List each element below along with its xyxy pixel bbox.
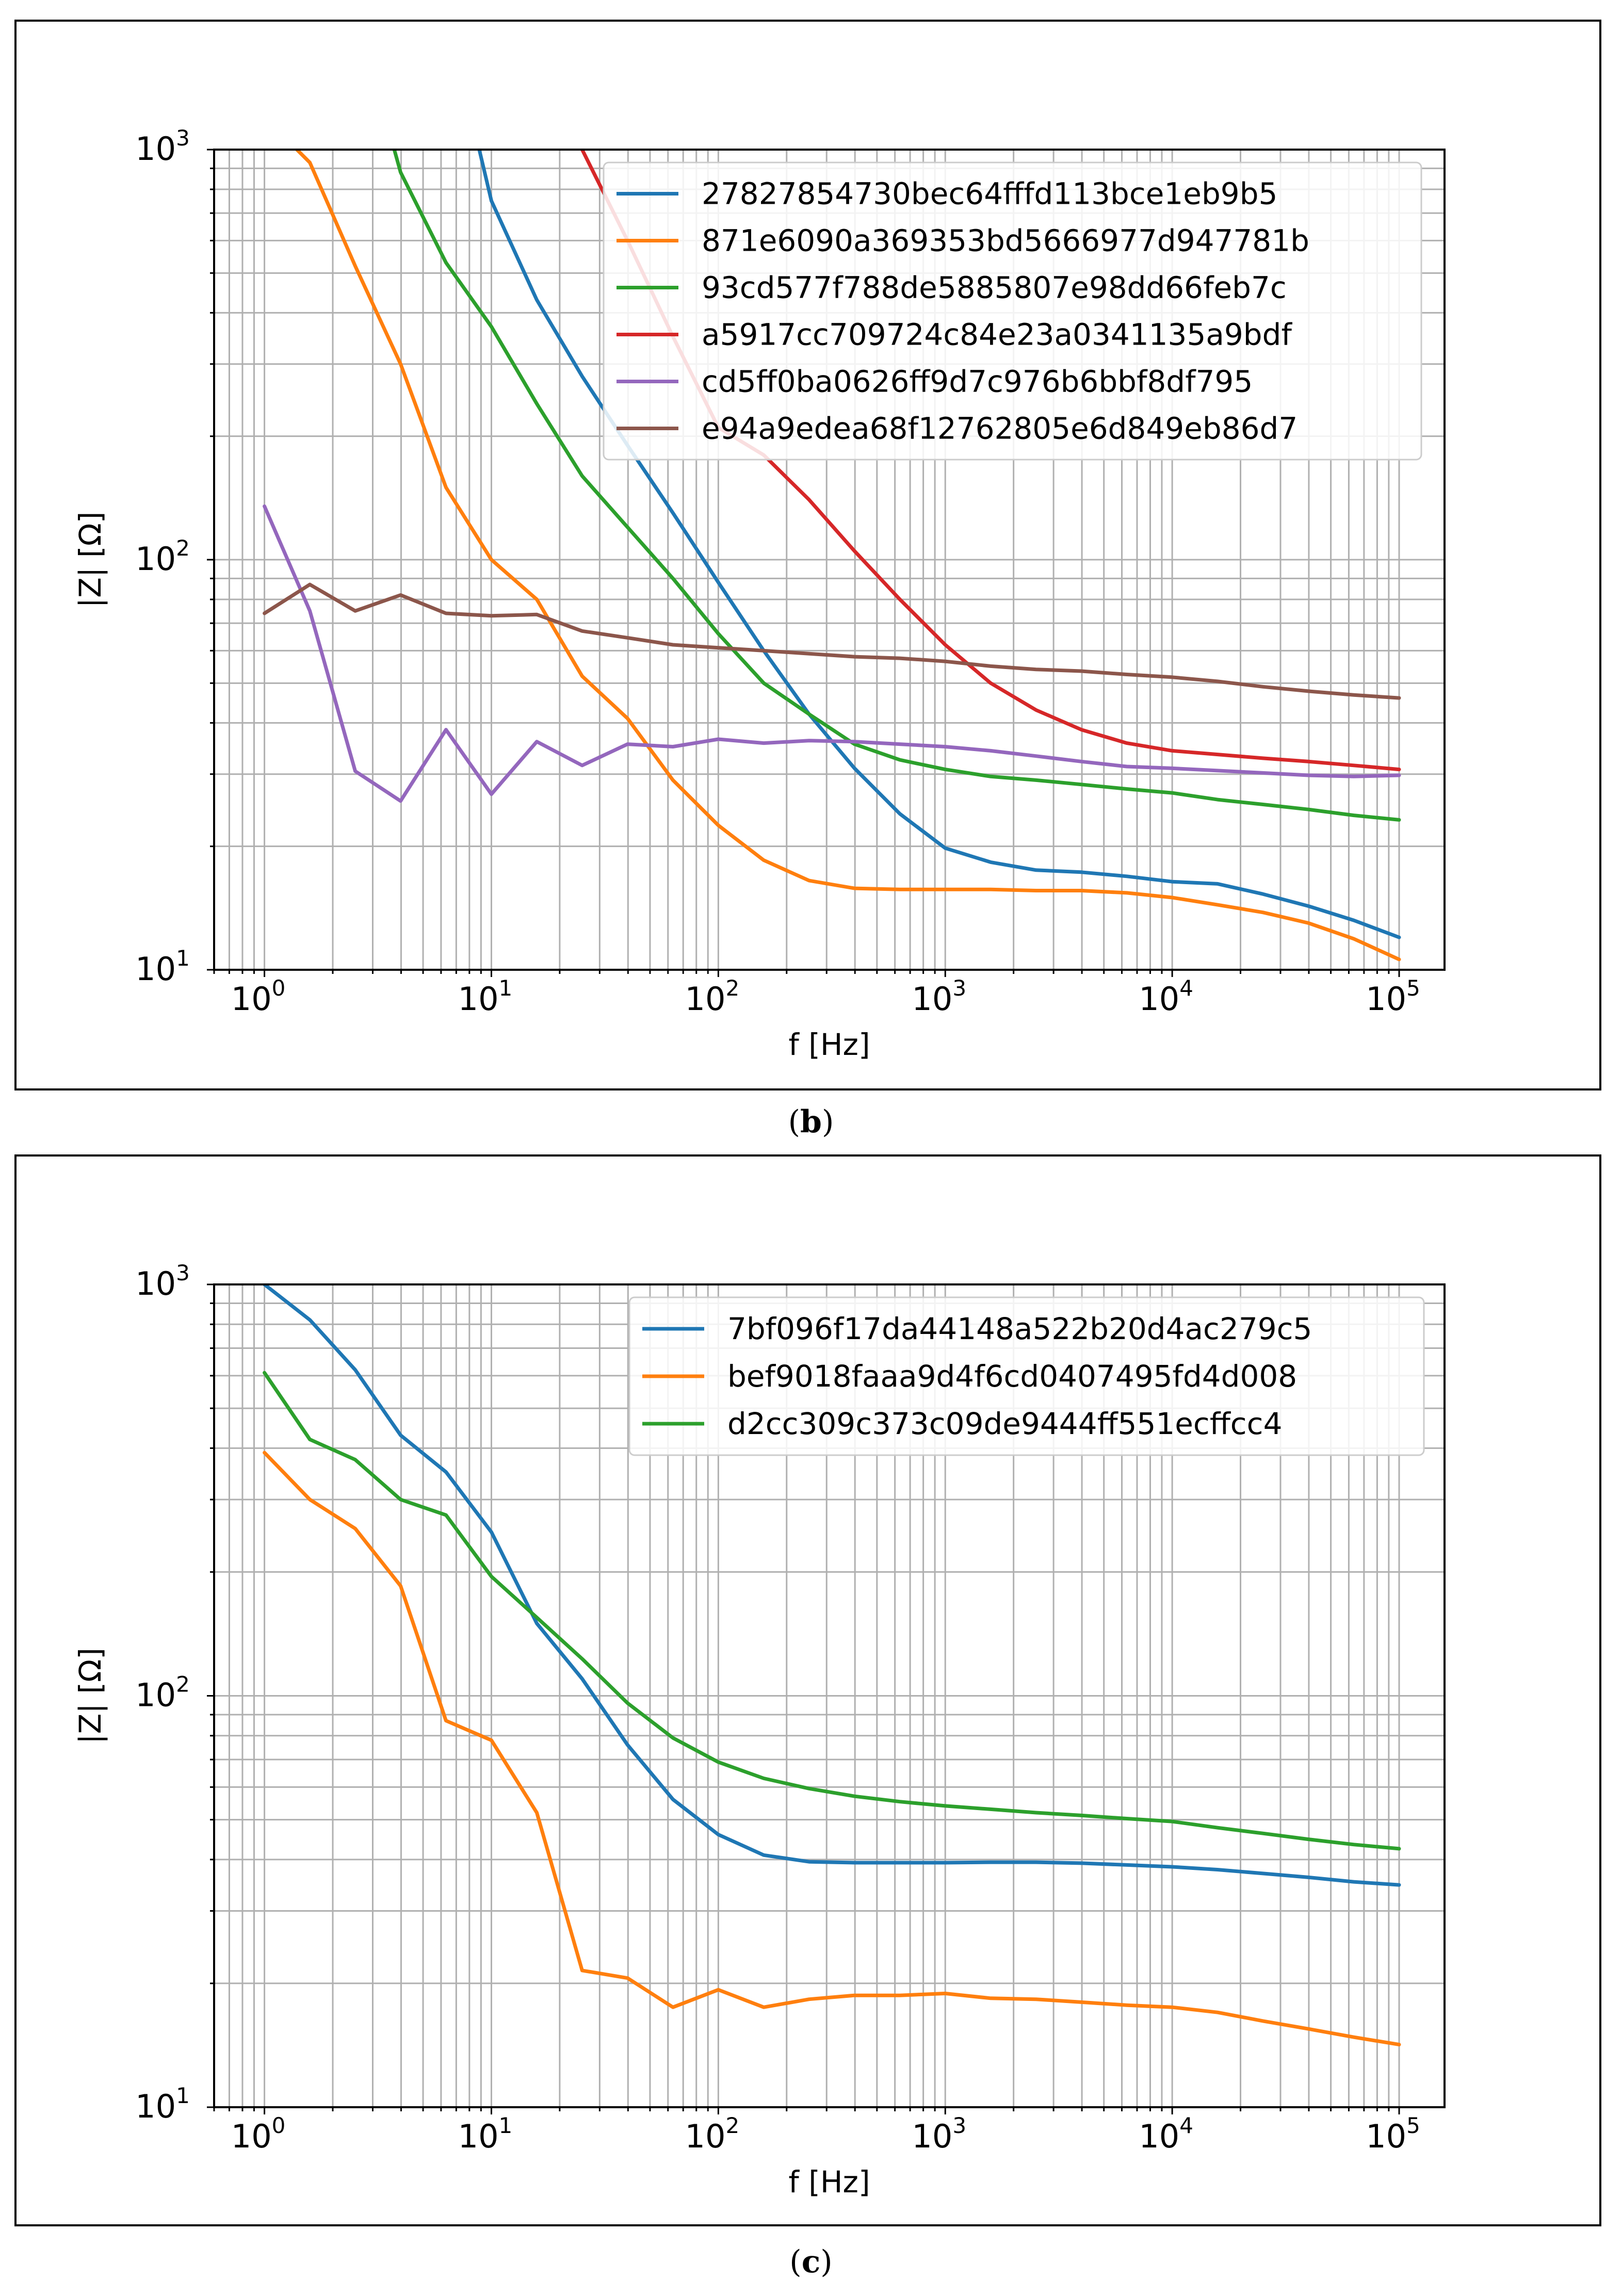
legend-entry-2: 871e6090a369353bd5666977d947781b <box>702 223 1309 258</box>
x-tick-label: 100 <box>231 2113 286 2155</box>
y-axis-label: |Z| [Ω] <box>73 512 108 608</box>
legend-entry-1: 7bf096f17da44148a522b20d4ac279c5 <box>727 1311 1312 1346</box>
y-tick-label: 103 <box>135 125 190 168</box>
x-tick-label: 104 <box>1139 2113 1193 2155</box>
panel-b-caption: (b) <box>788 1104 834 1140</box>
x-axis-label: f [Hz] <box>788 2164 870 2200</box>
series-line-2 <box>294 150 1401 962</box>
chart-b: 100 101 102 103 104 105 101 102 103 f [Hz] |Z| [Ω]… <box>73 125 1446 1062</box>
y-axis-label: |Z| [Ω] <box>73 1648 108 1744</box>
legend: 27827854730bec64fffd113bce1eb9b5 871e6090… <box>603 161 1422 461</box>
legend-entry-6: e94a9edea68f12762805e6d849eb86d7 <box>702 411 1297 446</box>
series-line-2 <box>263 1451 1401 2047</box>
panel-c-caption: (c) <box>789 2244 833 2280</box>
series-line-3 <box>263 1371 1401 1851</box>
legend-entry-1: 27827854730bec64fffd113bce1eb9b5 <box>702 176 1277 211</box>
y-tick-label: 101 <box>135 2083 190 2125</box>
series-lines <box>263 1284 1401 2047</box>
x-axis-label: f [Hz] <box>788 1027 870 1062</box>
y-tick-label: 102 <box>135 535 190 578</box>
legend-entry-3: d2cc309c373c09de9444ff551ecffcc4 <box>727 1406 1282 1441</box>
legend-entry-5: cd5ff0ba0626ff9d7c976b6bbf8df795 <box>702 364 1253 399</box>
y-tick-label: 102 <box>135 1672 190 1714</box>
x-tick-label: 103 <box>912 2113 966 2155</box>
legend-box <box>603 161 1422 461</box>
x-tick-label: 101 <box>458 2113 513 2155</box>
x-tick-label: 101 <box>458 975 513 1018</box>
legend-entry-3: 93cd577f788de5885807e98dd66feb7c <box>702 270 1287 305</box>
axes-frame <box>213 149 1446 971</box>
x-tick-label: 104 <box>1139 975 1193 1018</box>
series-line-6 <box>263 582 1401 700</box>
axes-frame <box>213 1283 1446 2108</box>
legend-entry-2: bef9018faaa9d4f6cd0407495fd4d008 <box>727 1359 1297 1394</box>
legend-entry-4: a5917cc709724c84e23a0341135a9bdf <box>702 317 1292 352</box>
series-line-5 <box>263 504 1401 803</box>
series-line-4 <box>580 150 1401 772</box>
series-line-1 <box>263 1284 1401 1887</box>
x-tick-label: 105 <box>1366 2113 1420 2155</box>
legend: 7bf096f17da44148a522b20d4ac279c5 bef9018f… <box>628 1296 1425 1456</box>
series-line-3 <box>392 150 1401 822</box>
x-tick-label: 103 <box>912 975 966 1018</box>
series-lines <box>263 150 1401 962</box>
y-tick-label: 101 <box>135 946 190 988</box>
x-tick-label: 100 <box>231 975 286 1018</box>
x-tick-label: 105 <box>1366 975 1420 1018</box>
legend-box <box>628 1296 1425 1456</box>
x-tick-label: 102 <box>685 975 740 1018</box>
y-tick-label: 103 <box>135 1260 190 1302</box>
x-tick-label: 102 <box>685 2113 740 2155</box>
